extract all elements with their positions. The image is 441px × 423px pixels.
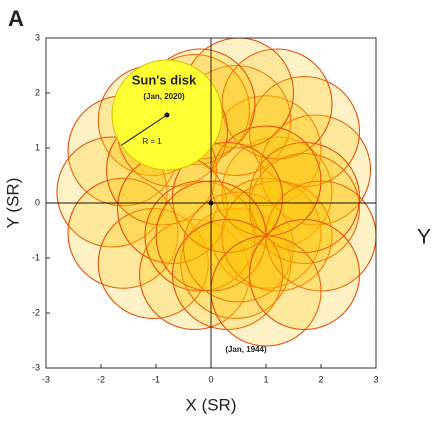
radius-line bbox=[121, 114, 168, 146]
sun-disk-position bbox=[171, 218, 284, 331]
y-tick-label: 0 bbox=[35, 197, 40, 207]
side-label: Y bbox=[417, 226, 431, 249]
sun-disk-position bbox=[248, 218, 361, 331]
sun-disk-position bbox=[259, 114, 372, 226]
sun-disk-position bbox=[248, 152, 361, 265]
x-tick-label: 2 bbox=[318, 374, 323, 384]
sun-disk-position bbox=[171, 141, 284, 254]
y-tick-label: 1 bbox=[35, 142, 40, 152]
sun-disk-position bbox=[248, 141, 361, 254]
panel-label: A bbox=[8, 6, 24, 31]
sun-center bbox=[164, 112, 170, 118]
end-date-label: (Jan, 1944) bbox=[225, 345, 267, 354]
x-tick-label: 3 bbox=[373, 374, 378, 384]
sun-disk-position bbox=[97, 207, 209, 320]
y-tick-label: -3 bbox=[32, 362, 40, 372]
plot-area: Sun's disk (Jan, 2020) R = 1 bbox=[56, 37, 377, 347]
barycenter bbox=[208, 200, 214, 206]
x-axis-label: X (SR) bbox=[186, 395, 237, 414]
sun-disk-position bbox=[144, 180, 256, 292]
sun-disk-position bbox=[221, 48, 333, 160]
y-tick-label: -1 bbox=[32, 252, 40, 262]
x-tick-label: -2 bbox=[97, 374, 105, 384]
radius-label: R = 1 bbox=[142, 137, 162, 146]
y-axis-label: Y (SR) bbox=[3, 178, 22, 229]
x-tick-label: 1 bbox=[263, 374, 268, 384]
x-tick-label: 0 bbox=[208, 374, 213, 384]
y-tick-label: -2 bbox=[32, 307, 40, 317]
x-tick-label: -3 bbox=[42, 374, 50, 384]
sun-disk-label: Sun's disk bbox=[132, 72, 197, 87]
sun-disk-date: (Jan, 2020) bbox=[143, 92, 185, 101]
y-tick-label: 2 bbox=[35, 87, 40, 97]
y-tick-label: 3 bbox=[35, 32, 40, 42]
x-tick-label: -1 bbox=[152, 374, 160, 384]
